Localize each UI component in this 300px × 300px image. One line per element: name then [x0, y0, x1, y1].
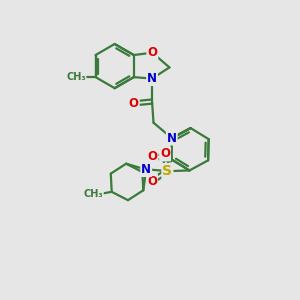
Text: S: S — [162, 164, 172, 178]
Text: CH₃: CH₃ — [66, 72, 86, 82]
Text: N: N — [141, 163, 151, 176]
Text: O: O — [148, 150, 158, 163]
Text: N: N — [167, 132, 177, 145]
Text: O: O — [147, 175, 157, 188]
Text: CH₃: CH₃ — [83, 189, 103, 199]
Text: O: O — [129, 97, 139, 110]
Text: O: O — [147, 46, 157, 59]
Text: O: O — [160, 148, 170, 160]
Text: N: N — [147, 72, 157, 85]
